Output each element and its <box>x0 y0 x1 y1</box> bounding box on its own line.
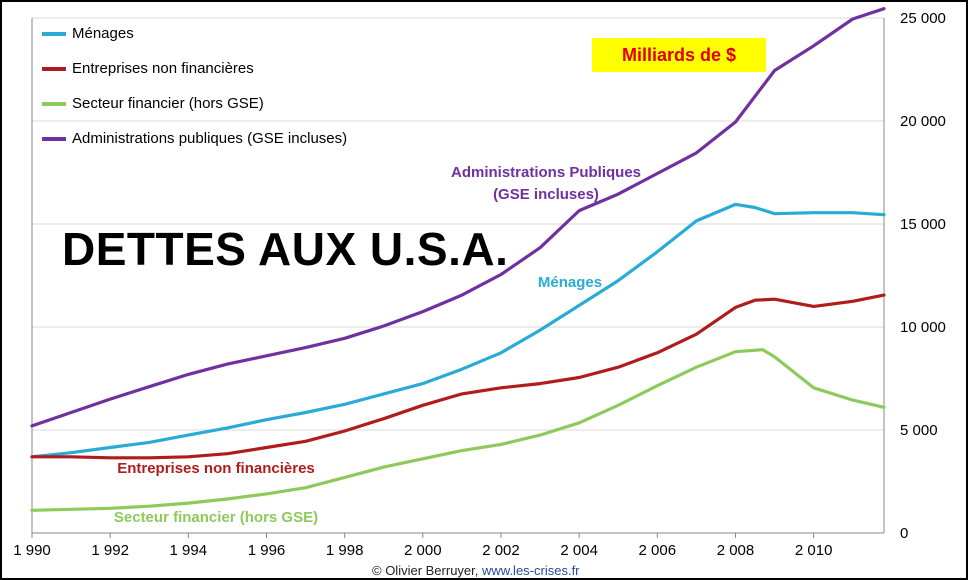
series-lines <box>30 7 886 512</box>
legend-swatch-administrations <box>42 136 66 141</box>
annotation-entreprises-line1: Entreprises non financières <box>117 460 315 477</box>
axes <box>31 18 885 538</box>
unit-badge: Milliards de $ <box>592 38 766 72</box>
annotation-secteur-financier-line1: Secteur financier (hors GSE) <box>113 509 319 526</box>
legend-label-menages: Ménages <box>72 25 134 42</box>
y-tick-label: 10 000 <box>900 319 946 336</box>
legend-swatch-secteur-financier <box>42 101 66 106</box>
x-tick-label: 2 002 <box>482 542 520 559</box>
legend-label-administrations: Administrations publiques (GSE incluses) <box>72 130 348 147</box>
x-tick-label: 1 994 <box>170 542 208 559</box>
y-tick-label: 15 000 <box>900 216 946 233</box>
x-tick-label: 2 008 <box>717 542 755 559</box>
series-line-2 <box>30 348 886 512</box>
y-tick-label: 25 000 <box>900 10 946 27</box>
y-tick-label: 0 <box>900 525 908 542</box>
credit-author: © Olivier Berruyer, <box>372 563 482 578</box>
annotation-secteur-financier: Secteur financier (hors GSE) <box>96 507 336 529</box>
legend-label-entreprises: Entreprises non financières <box>72 60 254 77</box>
x-tick-label: 2 006 <box>639 542 677 559</box>
annotation-menages: Ménages <box>510 272 630 294</box>
series-line-1 <box>30 293 886 460</box>
annotation-administrations-line2: (GSE incluses) <box>493 186 599 203</box>
x-tick-label: 2 000 <box>404 542 442 559</box>
legend-label-secteur-financier: Secteur financier (hors GSE) <box>72 95 264 112</box>
chart-title: DETTES AUX U.S.A. <box>62 223 509 275</box>
legend: Ménages Entreprises non financières Sect… <box>42 16 347 156</box>
credit-site: www.les-crises.fr <box>482 563 580 578</box>
series-line-3 <box>30 7 886 428</box>
tick-labels: 0 5 000 10 000 15 000 20 000 25 000 1 990 1 992… <box>13 10 946 559</box>
x-tick-label: 2 004 <box>560 542 598 559</box>
credit-footer: © Olivier Berruyer, www.les-crises.fr <box>372 563 580 578</box>
legend-item-menages: Ménages <box>42 16 347 51</box>
x-tick-label: 1 992 <box>91 542 129 559</box>
x-tick-label: 2 010 <box>795 542 833 559</box>
annotation-administrations-line1: Administrations Publiques <box>450 164 642 181</box>
series-line-0 <box>30 202 886 459</box>
x-tick-label: 1 998 <box>326 542 364 559</box>
y-tick-label: 5 000 <box>900 422 938 439</box>
x-tick-label: 1 990 <box>13 542 51 559</box>
x-tick-label: 1 996 <box>248 542 286 559</box>
annotation-entreprises: Entreprises non financières <box>96 458 336 480</box>
legend-item-entreprises: Entreprises non financières <box>42 51 347 86</box>
legend-item-secteur-financier: Secteur financier (hors GSE) <box>42 86 347 121</box>
legend-swatch-menages <box>42 31 66 36</box>
legend-item-administrations: Administrations publiques (GSE incluses) <box>42 121 347 156</box>
grid-lines <box>32 17 884 431</box>
annotation-menages-line1: Ménages <box>537 274 603 291</box>
y-tick-label: 20 000 <box>900 113 946 130</box>
annotation-administrations: Administrations Publiques (GSE incluses) <box>430 162 662 206</box>
legend-swatch-entreprises <box>42 66 66 71</box>
